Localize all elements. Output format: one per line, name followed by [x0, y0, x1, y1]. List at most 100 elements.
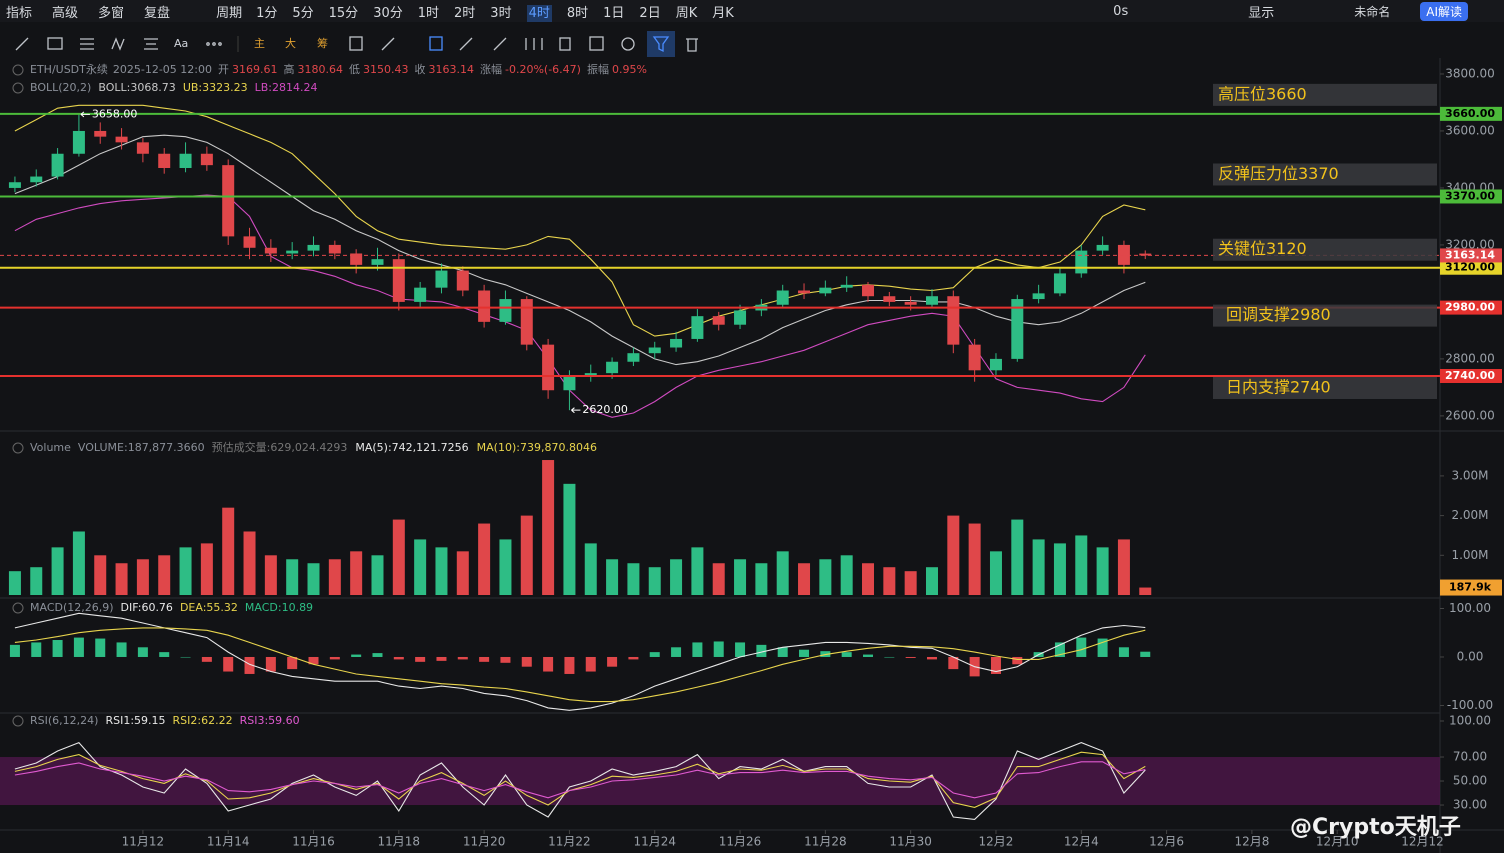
- candle-body: [1096, 244, 1109, 251]
- period-menu[interactable]: 周期: [216, 5, 243, 21]
- volume-bar: [755, 563, 768, 595]
- filter-tool[interactable]: [652, 36, 670, 53]
- macd-bar: [31, 642, 42, 657]
- text-tool[interactable]: Aa: [174, 37, 188, 50]
- more-tools[interactable]: [206, 42, 210, 46]
- volume-bar: [1075, 535, 1088, 595]
- candle-body: [30, 176, 43, 183]
- macd-bar: [287, 656, 298, 670]
- period-button[interactable]: 8时: [566, 5, 589, 21]
- macd-bar: [351, 654, 362, 657]
- period-button[interactable]: 30分: [373, 5, 403, 21]
- header-text: 低: [349, 63, 360, 76]
- macd-bar: [713, 641, 724, 657]
- tool[interactable]: [381, 37, 395, 51]
- main-force-tool[interactable]: 主: [254, 37, 265, 50]
- chip-tool[interactable]: 筹: [317, 36, 328, 50]
- candle-body: [670, 338, 683, 348]
- timer: 0s: [1113, 3, 1129, 19]
- macd-bar: [244, 656, 255, 674]
- macd-bar: [372, 653, 383, 657]
- macd-bar: [201, 656, 212, 662]
- volume-bar: [51, 547, 64, 595]
- header-text: 预估成交量:629,024.4293: [212, 440, 348, 454]
- x-tick-label: 11月24: [633, 835, 676, 849]
- tool[interactable]: [559, 37, 571, 51]
- candle-body: [627, 353, 640, 362]
- toolbar-tool[interactable]: 指标: [6, 5, 33, 21]
- candle-body: [798, 290, 811, 294]
- x-tick-label: 12月6: [1149, 835, 1184, 849]
- macd-bar: [265, 656, 276, 672]
- candle-body: [350, 253, 363, 265]
- x-tick-label: 11月28: [804, 835, 847, 849]
- period-button[interactable]: 5分: [292, 5, 314, 21]
- level-box: [1213, 238, 1437, 261]
- macd-bar: [863, 654, 874, 657]
- volume-bar: [72, 531, 85, 595]
- macd-bar: [585, 656, 596, 672]
- volume-bar: [328, 559, 341, 595]
- layout-name[interactable]: 未命名: [1354, 4, 1391, 19]
- tool[interactable]: [349, 36, 363, 51]
- volume-bar: [883, 567, 896, 595]
- rect-tool[interactable]: [47, 37, 63, 50]
- trendline-tool[interactable]: [15, 37, 29, 51]
- macd-bar: [692, 642, 703, 657]
- extreme-label: 2620.00: [582, 403, 628, 416]
- display-menu[interactable]: 显示: [1248, 5, 1275, 21]
- watermark: @Crypto天机子: [1290, 815, 1461, 840]
- header-text: VOLUME:187,877.3660: [78, 441, 205, 454]
- candle-body: [734, 310, 747, 325]
- ai-button[interactable]: AI解读: [1420, 1, 1468, 21]
- x-tick-label: 11月18: [378, 835, 421, 849]
- macd-bar: [1012, 656, 1023, 665]
- volume-bar: [819, 559, 832, 595]
- period-button[interactable]: 3时: [490, 5, 512, 21]
- x-tick-label: 12月12: [1401, 835, 1444, 849]
- period-button[interactable]: 2日: [639, 5, 661, 21]
- volume-bar: [670, 559, 683, 595]
- macd-bar: [457, 656, 468, 660]
- toolbar-tool[interactable]: 复盘: [144, 5, 171, 21]
- price-badge: [1440, 260, 1502, 275]
- tool[interactable]: [621, 37, 635, 51]
- period-button[interactable]: 4时: [526, 4, 552, 22]
- header-text: UB:3323.23: [183, 81, 248, 94]
- macd-bar: [1054, 642, 1065, 657]
- period-button[interactable]: 15分: [328, 5, 359, 21]
- macd-bar: [799, 649, 810, 657]
- tool[interactable]: [429, 36, 443, 51]
- tool[interactable]: [459, 37, 543, 51]
- period-button[interactable]: 2时: [454, 5, 476, 21]
- indicator-line: [14, 751, 1146, 808]
- price-badge: [1440, 189, 1502, 204]
- delete-tool[interactable]: [686, 38, 698, 52]
- x-tick-label: 11月12: [122, 835, 165, 849]
- volume-bar: [904, 571, 917, 595]
- level-box: [1213, 163, 1437, 186]
- period-button[interactable]: 1日: [603, 5, 625, 21]
- toolbar-tool[interactable]: 多窗: [98, 5, 125, 21]
- big-order-tool[interactable]: 大: [285, 36, 296, 50]
- macd-bar: [1097, 638, 1108, 657]
- candle-body: [606, 361, 619, 374]
- candle-body: [883, 296, 896, 302]
- wave-tool[interactable]: [111, 37, 125, 51]
- toolbar-tool[interactable]: 高级: [52, 5, 79, 21]
- macd-bar: [95, 638, 106, 657]
- period-button[interactable]: 月K: [712, 5, 734, 21]
- macd-bar: [671, 647, 682, 657]
- tool[interactable]: [589, 36, 604, 51]
- macd-bar: [137, 647, 148, 657]
- period-button[interactable]: 1分: [256, 5, 278, 21]
- fib-tool[interactable]: [144, 38, 158, 50]
- volume-bar: [456, 551, 469, 595]
- volume-bar: [286, 559, 299, 595]
- candle-body: [968, 344, 981, 371]
- period-button[interactable]: 1时: [417, 5, 440, 21]
- period-button[interactable]: 周K: [675, 5, 698, 21]
- channel-tool[interactable]: [80, 38, 94, 50]
- header-text: 3163.14: [429, 63, 475, 76]
- candle-body: [136, 142, 149, 154]
